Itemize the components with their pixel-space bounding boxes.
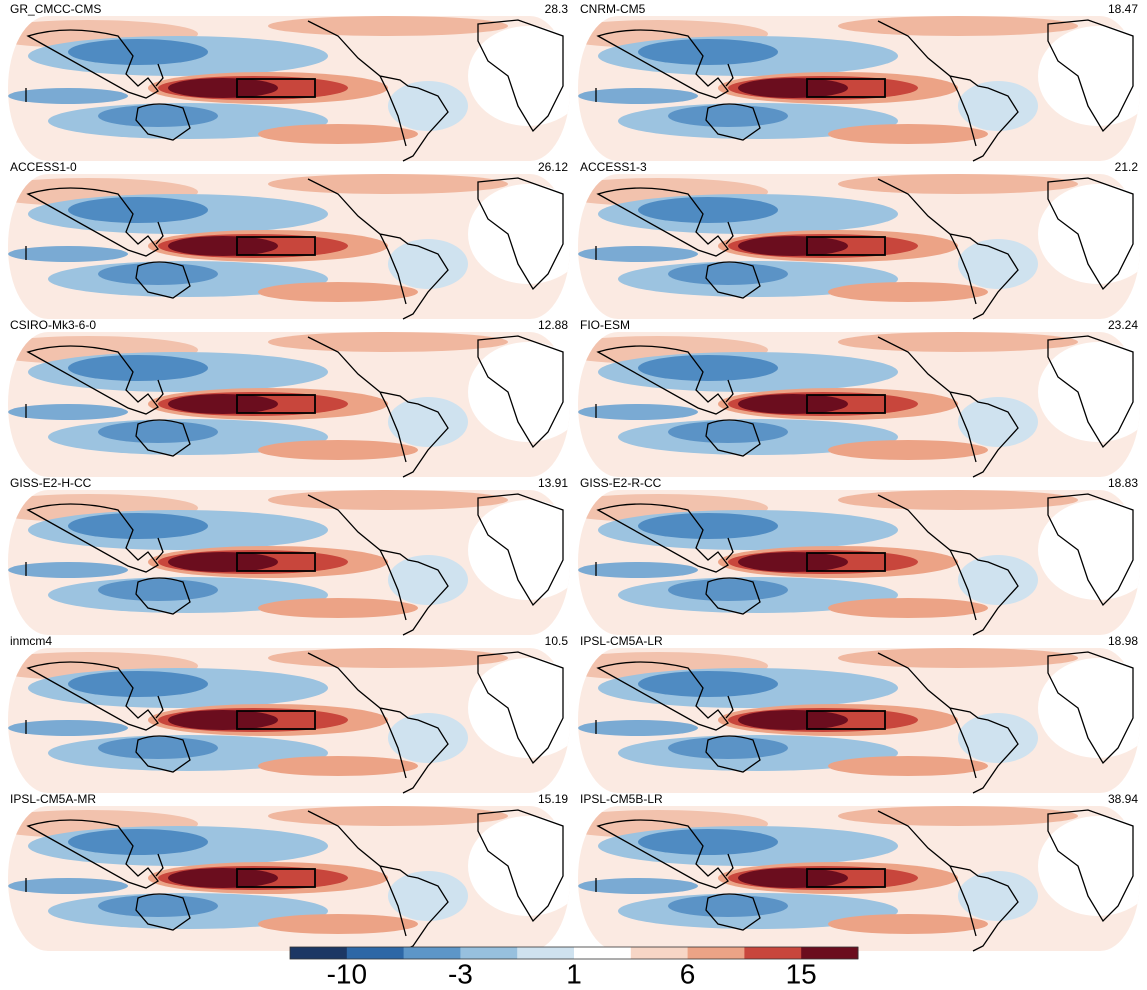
colorbar-frame — [289, 946, 859, 960]
panel-value: 18.83 — [1108, 476, 1138, 490]
colorbar-label: -3 — [448, 958, 473, 989]
panel-value: 10.5 — [545, 634, 569, 648]
map — [548, 806, 1147, 951]
colorbar-label: 6 — [680, 958, 696, 989]
panel-value: 38.94 — [1108, 792, 1138, 806]
panel-value: 18.98 — [1108, 634, 1138, 648]
map — [0, 174, 588, 319]
map-panel: GR_CMCC-CMS 28.3 — [0, 2, 588, 161]
colorbar-swatch — [744, 947, 802, 959]
panel-value: 23.24 — [1108, 318, 1138, 332]
colorbar-swatch — [460, 947, 518, 959]
map-panel: IPSL-CM5B-LR 38.94 — [548, 792, 1147, 951]
colorbar-label: 1 — [566, 958, 582, 989]
map-panel: ACCESS1-0 26.12 — [0, 160, 588, 319]
map — [548, 16, 1147, 161]
panel-title: CSIRO-Mk3-6-0 — [10, 318, 96, 332]
panel-title: IPSL-CM5B-LR — [580, 792, 663, 806]
map-panel: GISS-E2-H-CC 13.91 — [0, 476, 588, 635]
colorbar-swatch — [574, 947, 632, 959]
map-panel: FIO-ESM 23.24 — [548, 318, 1147, 477]
panel-value: 18.47 — [1108, 2, 1138, 16]
map-panel: inmcm4 10.5 — [0, 634, 588, 793]
colorbar-label: 15 — [786, 958, 817, 989]
map-panel: IPSL-CM5A-LR 18.98 — [548, 634, 1147, 793]
colorbar-label: -10 — [327, 958, 367, 989]
map-panel: IPSL-CM5A-MR 15.19 — [0, 792, 588, 951]
map-panel: CSIRO-Mk3-6-0 12.88 — [0, 318, 588, 477]
panel-title: FIO-ESM — [580, 318, 630, 332]
colorbar-swatch — [403, 947, 461, 959]
map — [0, 648, 588, 793]
map-panel: GISS-E2-R-CC 18.83 — [548, 476, 1147, 635]
panel-title: inmcm4 — [10, 634, 52, 648]
panel-title: GR_CMCC-CMS — [10, 2, 101, 16]
panel-title: ACCESS1-0 — [10, 160, 77, 174]
map — [0, 806, 588, 951]
panel-title: GISS-E2-H-CC — [10, 476, 92, 490]
panel-value: 12.88 — [538, 318, 568, 332]
map — [0, 332, 588, 477]
panel-title: GISS-E2-R-CC — [580, 476, 662, 490]
map — [548, 648, 1147, 793]
panel-title: IPSL-CM5A-MR — [10, 792, 96, 806]
colorbar-swatch — [687, 947, 745, 959]
map — [548, 174, 1147, 319]
map — [548, 332, 1147, 477]
panel-value: 15.19 — [538, 792, 568, 806]
colorbar-swatch — [346, 947, 405, 959]
panel-title: CNRM-CM5 — [580, 2, 646, 16]
map — [0, 16, 588, 161]
panel-value: 26.12 — [538, 160, 568, 174]
panel-value: 28.3 — [545, 2, 569, 16]
map-panel: CNRM-CM5 18.47 — [548, 2, 1147, 161]
panel-value: 13.91 — [538, 476, 568, 490]
map-panel: ACCESS1-3 21.2 — [548, 160, 1147, 319]
colorbar-swatch — [517, 947, 575, 959]
colorbar-swatch — [630, 947, 689, 959]
colorbar-swatch — [801, 947, 859, 959]
map — [0, 490, 588, 635]
panel-title: ACCESS1-3 — [580, 160, 647, 174]
colorbar-swatch — [290, 947, 348, 959]
panel-value: 21.2 — [1115, 160, 1139, 174]
map — [548, 490, 1147, 635]
panel-title: IPSL-CM5A-LR — [580, 634, 663, 648]
